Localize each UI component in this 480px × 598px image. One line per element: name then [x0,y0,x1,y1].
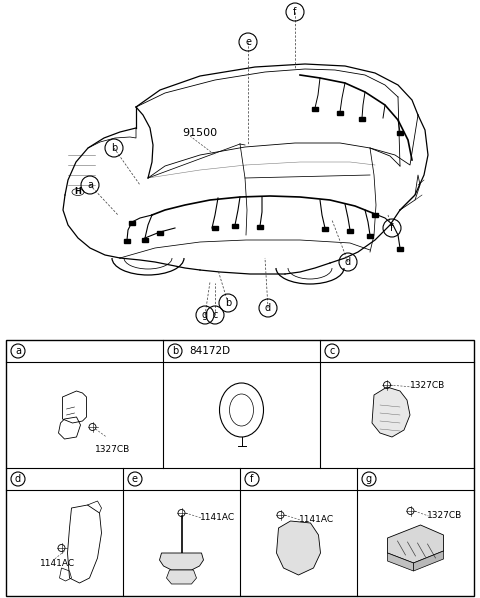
Text: H: H [74,188,82,197]
Bar [124,239,130,243]
Bar [347,229,353,233]
Text: d: d [15,474,21,484]
Bar [232,224,238,228]
Bar [397,247,403,251]
Bar [6,340,474,596]
Text: 1141AC: 1141AC [200,512,235,521]
Bar [257,225,263,229]
Bar [372,213,378,217]
Bar [312,107,318,111]
Text: d: d [265,303,271,313]
Bar [129,221,135,225]
Text: f: f [293,7,297,17]
Text: 91500: 91500 [182,128,217,138]
Text: 84172D: 84172D [189,346,230,356]
Text: c: c [329,346,335,356]
Bar [359,117,365,121]
Polygon shape [387,525,444,563]
Text: 1327CB: 1327CB [410,380,445,389]
Bar [157,231,163,235]
Text: g: g [202,310,208,320]
Text: 1141AC: 1141AC [39,559,74,568]
Polygon shape [413,551,444,571]
Bar [322,227,328,231]
Bar [397,131,403,135]
Text: d: d [345,257,351,267]
Text: b: b [225,298,231,308]
Text: f: f [250,474,254,484]
Polygon shape [159,553,204,570]
Bar [367,234,373,238]
Text: f: f [390,223,394,233]
Text: e: e [132,474,138,484]
Text: e: e [245,37,251,47]
Text: 1327CB: 1327CB [427,511,462,520]
Bar [142,238,148,242]
Text: a: a [15,346,21,356]
Bar [212,226,218,230]
Text: 1327CB: 1327CB [95,445,130,454]
Text: a: a [87,180,93,190]
Polygon shape [167,570,196,584]
Text: g: g [366,474,372,484]
Polygon shape [276,521,321,575]
Text: b: b [172,346,178,356]
Text: 1141AC: 1141AC [299,514,334,523]
Bar [337,111,343,115]
Polygon shape [387,553,413,571]
Text: b: b [111,143,117,153]
Polygon shape [372,387,410,437]
Text: c: c [212,310,218,320]
